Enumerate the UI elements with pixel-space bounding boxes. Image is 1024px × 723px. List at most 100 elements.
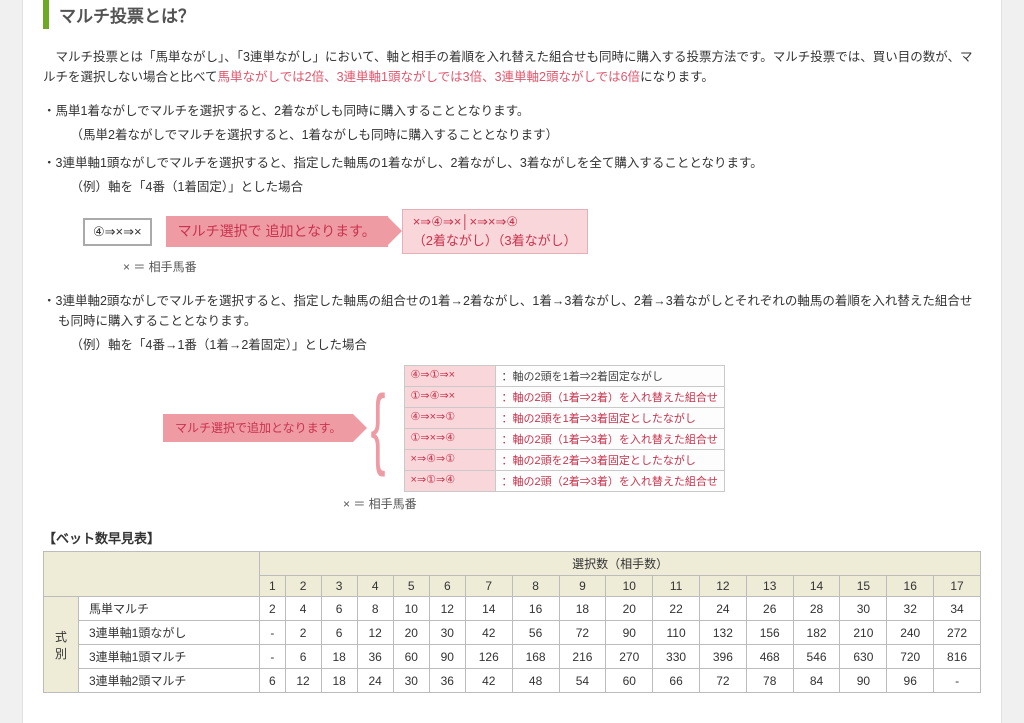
table-cell: 66: [653, 669, 700, 693]
bullet-1-line2: （馬単2着ながしでマルチを選択すると、1着ながしも同時に購入することとなります）: [43, 125, 981, 145]
diagram-2-row-pattern: ×⇒①⇒④: [405, 471, 496, 491]
table-cell: 60: [606, 669, 653, 693]
diagram-2-row-desc: ：軸の2頭を1着⇒3着固定としたながし: [496, 408, 702, 428]
table-col-header: 5: [393, 576, 429, 597]
table-cell: 60: [393, 645, 429, 669]
diagram-2-caption: × ＝ 相手馬番: [343, 495, 981, 512]
diagram-1-result: ×⇒④⇒×│×⇒×⇒④ （2着ながし）（3着ながし）: [402, 209, 588, 254]
table-cell: 6: [260, 669, 285, 693]
table-cell: 24: [357, 669, 393, 693]
diagram-1: ④⇒×⇒× マルチ選択で 追加となります。 ×⇒④⇒×│×⇒×⇒④ （2着ながし…: [83, 209, 981, 254]
table-cell: -: [260, 645, 285, 669]
table-cell: 18: [321, 669, 357, 693]
diagram-2-row-desc: ：軸の2頭（1着⇒2着）を入れ替えた組合せ: [496, 387, 724, 407]
table-col-header: 6: [429, 576, 465, 597]
table-top-header: 選択数（相手数）: [260, 552, 981, 576]
bullet-3-line2: （例）軸を「4番→1番（1着→2着固定）」とした場合: [43, 335, 981, 355]
diagram-1-caption: × ＝ 相手馬番: [123, 258, 981, 275]
table-title: 【ベット数早見表】: [43, 528, 981, 547]
diagram-1-callout: マルチ選択で 追加となります。: [166, 216, 388, 247]
table-cell: 630: [840, 645, 887, 669]
table-cell: 126: [465, 645, 512, 669]
table-col-header: 16: [887, 576, 934, 597]
table-col-header: 4: [357, 576, 393, 597]
diagram-2-row-desc: ：軸の2頭（1着⇒3着）を入れ替えた組合せ: [496, 429, 724, 449]
table-cell: 22: [653, 597, 700, 621]
table-cell: 330: [653, 645, 700, 669]
table-col-header: 1: [260, 576, 285, 597]
diagram-2-row-pattern: ④⇒×⇒①: [405, 408, 496, 428]
brace-icon: {: [371, 383, 386, 473]
table-cell: 720: [887, 645, 934, 669]
page-heading: マルチ投票とは？: [43, 0, 981, 29]
bullet-1-line1: ・馬単1着ながしでマルチを選択すると、2着ながしも同時に購入することとなります。: [43, 101, 981, 121]
table-col-header: 8: [512, 576, 559, 597]
table-cell: 2: [285, 621, 321, 645]
table-col-header: 17: [934, 576, 981, 597]
table-cell: 240: [887, 621, 934, 645]
diagram-1-result-line1: ×⇒④⇒×│×⇒×⇒④: [413, 214, 577, 230]
intro-post: になります。: [640, 70, 714, 84]
table-col-header: 2: [285, 576, 321, 597]
table-cell: 36: [357, 645, 393, 669]
table-cell: 72: [559, 621, 606, 645]
table-cell: 12: [357, 621, 393, 645]
table-cell: 10: [393, 597, 429, 621]
diagram-2-row-desc: ：軸の2頭（2着⇒3着）を入れ替えた組合せ: [496, 471, 724, 491]
table-cell: 90: [840, 669, 887, 693]
table-cell: 24: [699, 597, 746, 621]
table-cell: 20: [606, 597, 653, 621]
table-cell: 156: [746, 621, 793, 645]
table-cell: -: [260, 621, 285, 645]
table-row: 3連単軸1頭ながし-261220304256729011013215618221…: [44, 621, 981, 645]
table-col-header: 14: [793, 576, 840, 597]
table-cell: 14: [465, 597, 512, 621]
table-cell: 18: [321, 645, 357, 669]
table-cell: 18: [559, 597, 606, 621]
table-col-header: 7: [465, 576, 512, 597]
table-side-header: 式別: [44, 597, 79, 693]
table-cell: 8: [357, 597, 393, 621]
table-cell: 216: [559, 645, 606, 669]
bullet-2-line2: （例）軸を「4番（1着固定）」とした場合: [43, 177, 981, 197]
table-cell: 48: [512, 669, 559, 693]
diagram-2-row: ×⇒④⇒①：軸の2頭を2着⇒3着固定としたながし: [404, 449, 725, 471]
table-cell: 182: [793, 621, 840, 645]
diagram-2-row-desc: ：軸の2頭を2着⇒3着固定としたながし: [496, 450, 702, 470]
table-row-label: 3連単軸1頭マルチ: [79, 645, 260, 669]
diagram-2-row-desc: ：軸の2頭を1着⇒2着固定ながし: [496, 366, 669, 386]
table-cell: 16: [512, 597, 559, 621]
table-cell: 816: [934, 645, 981, 669]
diagram-2: マルチ選択で追加となります。 { ④⇒①⇒×：軸の2頭を1着⇒2着固定ながし①⇒…: [163, 365, 981, 491]
table-row: 3連単軸2頭マルチ6121824303642485460667278849096…: [44, 669, 981, 693]
table-cell: 32: [887, 597, 934, 621]
table-cell: 42: [465, 669, 512, 693]
bullet-2-line1: ・3連単軸1頭ながしでマルチを選択すると、指定した軸馬の1着ながし、2着ながし、…: [43, 153, 981, 173]
table-cell: 168: [512, 645, 559, 669]
table-cell: 26: [746, 597, 793, 621]
table-row: 3連単軸1頭マルチ-618366090126168216270330396468…: [44, 645, 981, 669]
table-cell: 28: [793, 597, 840, 621]
table-col-header: 11: [653, 576, 700, 597]
table-cell: 78: [746, 669, 793, 693]
table-col-header: 13: [746, 576, 793, 597]
table-cell: 90: [606, 621, 653, 645]
table-row-label: 3連単軸2頭マルチ: [79, 669, 260, 693]
intro-paragraph: マルチ投票とは「馬単ながし」、「3連単ながし」において、軸と相手の着順を入れ替え…: [43, 47, 981, 87]
table-cell: 34: [934, 597, 981, 621]
table-cell: 54: [559, 669, 606, 693]
table-cell: 210: [840, 621, 887, 645]
table-cell: 546: [793, 645, 840, 669]
table-cell: 42: [465, 621, 512, 645]
table-cell: 12: [285, 669, 321, 693]
table-cell: 36: [429, 669, 465, 693]
table-cell: 30: [429, 621, 465, 645]
diagram-1-result-line2: （2着ながし）（3着ながし）: [413, 230, 577, 249]
table-cell: 272: [934, 621, 981, 645]
table-cell: 30: [393, 669, 429, 693]
diagram-2-row-pattern: ×⇒④⇒①: [405, 450, 496, 470]
bet-table: 選択数（相手数） 1234567891011121314151617 式別馬単マ…: [43, 551, 981, 693]
table-cell: 96: [887, 669, 934, 693]
diagram-2-row-pattern: ④⇒①⇒×: [405, 366, 496, 386]
table-corner: [44, 552, 260, 597]
